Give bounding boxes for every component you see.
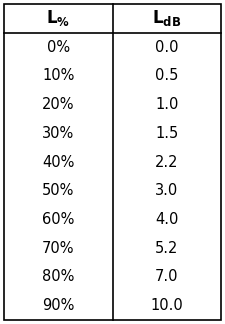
Text: 90%: 90% <box>42 298 74 313</box>
Text: 4.0: 4.0 <box>155 212 178 227</box>
Text: $\mathbf{L}_{\mathbf{\%}}$: $\mathbf{L}_{\mathbf{\%}}$ <box>46 8 70 29</box>
Text: 2.2: 2.2 <box>155 155 178 169</box>
Text: $\mathbf{L}_{\mathbf{dB}}$: $\mathbf{L}_{\mathbf{dB}}$ <box>152 8 181 29</box>
Text: 7.0: 7.0 <box>155 270 178 284</box>
Text: 0.5: 0.5 <box>155 68 178 83</box>
Text: 40%: 40% <box>42 155 74 169</box>
Text: 0%: 0% <box>47 40 70 54</box>
Text: 5.2: 5.2 <box>155 241 178 256</box>
Text: 30%: 30% <box>42 126 74 141</box>
Text: 10%: 10% <box>42 68 74 83</box>
Text: 1.0: 1.0 <box>155 97 178 112</box>
Text: 50%: 50% <box>42 183 74 198</box>
Text: 80%: 80% <box>42 270 74 284</box>
Text: 10.0: 10.0 <box>150 298 183 313</box>
Text: 1.5: 1.5 <box>155 126 178 141</box>
Text: 0.0: 0.0 <box>155 40 178 54</box>
Text: 70%: 70% <box>42 241 74 256</box>
Text: 3.0: 3.0 <box>155 183 178 198</box>
Text: 60%: 60% <box>42 212 74 227</box>
Text: 20%: 20% <box>42 97 74 112</box>
